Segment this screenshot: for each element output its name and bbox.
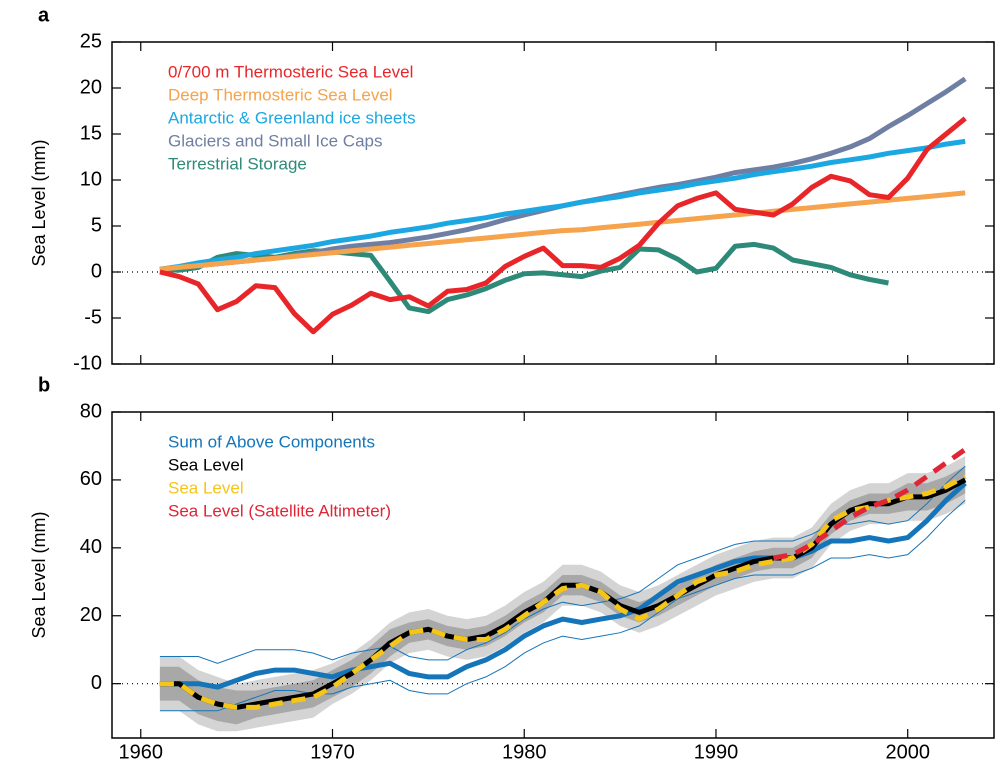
legend-entry: Sum of Above Components [168,432,375,451]
series-line [159,477,967,710]
plot-panel: 0 20 40 60 80 1960 1970 1980 1990 2000 Sum of Abov… [29,374,995,763]
error-line-lower [159,499,966,712]
series-line [773,447,967,561]
y-tick-label: 60 [80,468,102,490]
series-line [159,481,967,690]
y-tick-label: 40 [80,536,102,558]
y-tick-label: 10 [80,168,102,190]
x-tick-label: 1970 [310,741,355,763]
legend-entry: Glaciers and Small Ice Caps [168,131,382,150]
y-tick-label: 0 [91,672,102,694]
plot-frame [111,411,995,739]
x-tick-label: 1980 [502,741,547,763]
y-tick-label: 15 [80,122,102,144]
series-line [159,116,967,335]
y-axis-label: Sea Level (mm) [29,511,49,638]
uncertainty-band [159,466,966,725]
legend-entry: 0/700 m Thermosteric Sea Level [168,62,413,81]
y-tick-label: 5 [91,214,102,236]
legend-entry: Sea Level [168,478,244,497]
y-tick-label: 25 [80,30,102,52]
panel-label: a [38,4,50,26]
y-tick-label: 20 [80,604,102,626]
plot-panel: -10 -5 0 5 10 15 20 25 0/700 m Thermosteric Sea … [29,4,995,374]
y-tick-label: -5 [84,306,102,328]
y-tick-label: 0 [91,260,102,282]
legend-entry: Deep Thermosteric Sea Level [168,85,393,104]
panel-label: b [38,374,50,396]
legend-entry: Antarctic & Greenland ice sheets [168,108,416,127]
y-tick-label: -10 [73,352,102,374]
legend-entry: Sea Level [168,455,244,474]
y-tick-label: 80 [80,400,102,422]
x-tick-label: 1990 [694,741,739,763]
plot-frame [111,41,995,365]
series-line [159,76,967,272]
series-line [159,474,967,710]
series-line [159,190,966,272]
x-tick-label: 1960 [119,741,164,763]
x-tick-label: 2000 [885,741,930,763]
series-line [159,138,966,272]
legend-entry: Terrestrial Storage [168,154,307,173]
y-axis-label: Sea Level (mm) [29,139,49,266]
y-tick-label: 20 [80,76,102,98]
legend-entry: Sea Level (Satellite Altimeter) [168,501,391,520]
